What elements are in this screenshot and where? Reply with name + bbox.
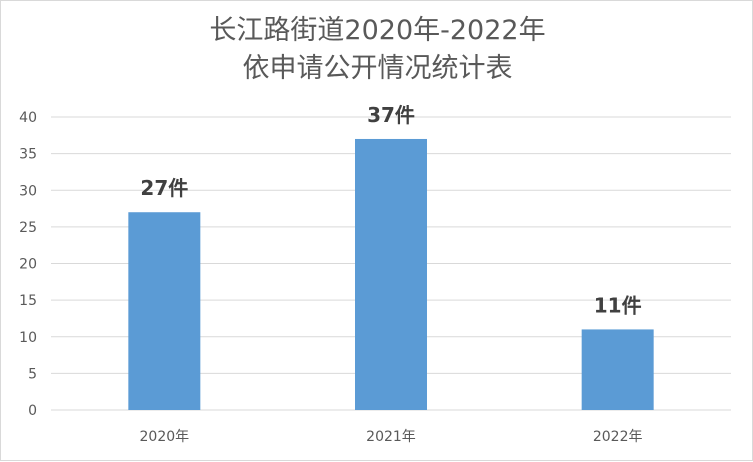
y-tick-label: 25	[19, 220, 37, 236]
x-tick-label: 2022年	[593, 429, 643, 445]
y-tick-label: 30	[19, 183, 37, 199]
y-tick-label: 15	[19, 293, 37, 309]
bar	[355, 138, 427, 410]
y-tick-label: 0	[28, 403, 37, 419]
bar	[581, 329, 654, 410]
bar	[128, 212, 201, 410]
data-label: 11件	[594, 293, 642, 317]
y-tick-label: 20	[19, 257, 37, 273]
data-label: 27件	[140, 176, 188, 200]
x-tick-label: 2021年	[366, 429, 416, 445]
data-label: 37件	[367, 103, 415, 127]
y-tick-label: 5	[28, 366, 37, 382]
y-tick-label: 10	[19, 330, 37, 346]
chart-title: 长江路街道2020年-2022年	[209, 15, 546, 46]
x-tick-label: 2020年	[140, 429, 190, 445]
y-tick-label: 40	[19, 110, 37, 126]
y-tick-label: 35	[19, 147, 37, 163]
chart-subtitle: 依申请公开情况统计表	[242, 53, 513, 84]
